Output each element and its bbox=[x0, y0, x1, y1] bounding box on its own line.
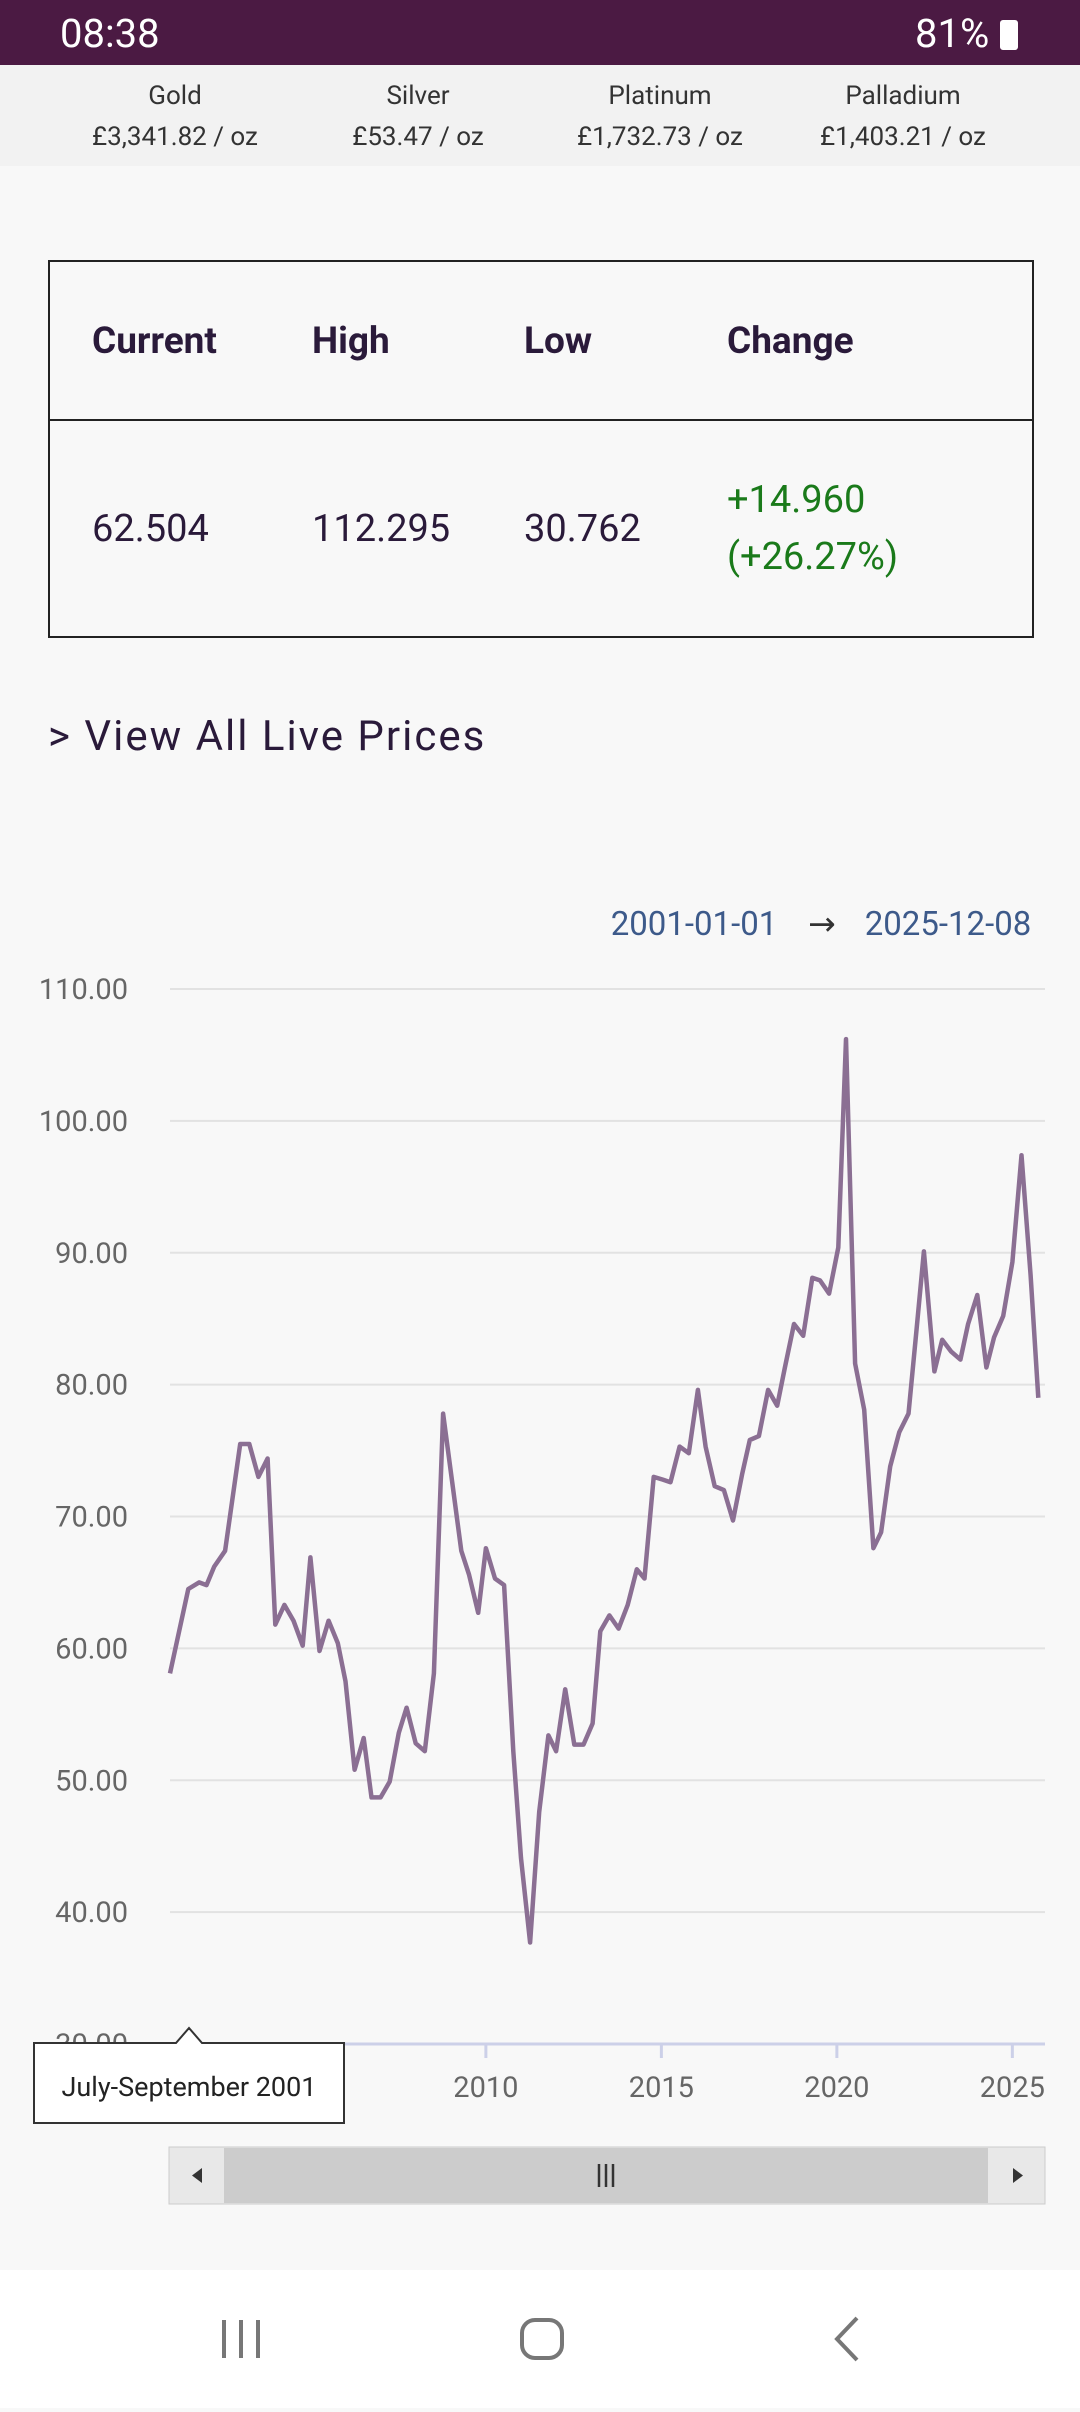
y-tick-label: 70.00 bbox=[55, 1501, 128, 1535]
home[interactable] bbox=[520, 2318, 564, 2360]
view-all-link[interactable]: > View All Live Prices bbox=[48, 712, 487, 761]
y-tick-label: 60.00 bbox=[55, 1632, 128, 1666]
y-tick-label: 50.00 bbox=[55, 1764, 128, 1798]
table-header: Change bbox=[727, 320, 854, 363]
y-tick-label: 80.00 bbox=[55, 1369, 128, 1403]
nav-icons bbox=[222, 2316, 859, 2362]
y-tick-label: 40.00 bbox=[55, 1896, 128, 1930]
row-divider bbox=[50, 419, 1032, 421]
scroll-right[interactable] bbox=[1013, 2168, 1023, 2183]
range-end[interactable]: 2025-12-08 bbox=[865, 905, 1032, 944]
table-header: Low bbox=[524, 320, 593, 363]
battery-icon bbox=[1000, 20, 1018, 50]
change-value: +14.960 bbox=[727, 478, 866, 522]
x-tick-label: 2015 bbox=[629, 2071, 694, 2105]
range-arrow: → bbox=[808, 905, 836, 944]
nav-bar bbox=[0, 2270, 1080, 2408]
metal-price: £1,732.73 / oz bbox=[577, 122, 743, 152]
time: 08:38 bbox=[60, 10, 160, 57]
price-ticker: Gold £3,341.82 / oz Silver £53.47 / oz Plati… bbox=[0, 65, 1080, 166]
metal-name: Silver bbox=[386, 81, 450, 111]
table-header: High bbox=[312, 320, 390, 363]
y-tick-label: 90.00 bbox=[55, 1237, 128, 1271]
x-tick-label: 2020 bbox=[804, 2071, 869, 2105]
scrollbar[interactable] bbox=[168, 2146, 1046, 2205]
metal-name: Palladium bbox=[845, 81, 961, 111]
tooltip-text: July-September 2001 bbox=[62, 2071, 317, 2103]
x-tick-label: 2010 bbox=[453, 2071, 518, 2105]
metal-price: £1,403.21 / oz bbox=[820, 122, 986, 152]
scroll-left[interactable] bbox=[192, 2168, 202, 2183]
y-tick-label: 110.00 bbox=[39, 973, 128, 1007]
table-cell: 112.295 bbox=[312, 507, 451, 551]
plot-area: 30.0040.0050.0060.0070.0080.0090.00100.0… bbox=[39, 973, 1045, 2105]
metal-name: Gold bbox=[148, 81, 202, 111]
scroll-grip bbox=[597, 2164, 615, 2187]
y-tick-label: 100.00 bbox=[39, 1105, 128, 1139]
back[interactable] bbox=[834, 2316, 859, 2362]
tooltip-box bbox=[33, 2026, 345, 2124]
x-tick-label: 2025 bbox=[980, 2071, 1045, 2105]
status-bar: 08:38 81% bbox=[0, 0, 1080, 65]
table-header: Current bbox=[92, 320, 217, 363]
table-cell: 62.504 bbox=[92, 507, 209, 551]
range-start[interactable]: 2001-01-01 bbox=[611, 905, 778, 944]
battery-level: 81% bbox=[915, 10, 990, 57]
metal-price: £53.47 / oz bbox=[352, 122, 484, 152]
stats-table: Current High Low Change 62.504 112.295 3… bbox=[48, 260, 1034, 638]
recent-apps[interactable] bbox=[222, 2320, 260, 2358]
metal-name: Platinum bbox=[608, 81, 712, 111]
change-percent: (+26.27%) bbox=[727, 535, 899, 579]
metal-price: £3,341.82 / oz bbox=[92, 122, 258, 152]
price-line bbox=[167, 1036, 1041, 1945]
table-cell: 30.762 bbox=[524, 507, 641, 551]
tooltip: July-September 2001 bbox=[33, 2026, 345, 2124]
chart: 2001-01-01 → 2025-12-08 30.0040.0050.006… bbox=[33, 905, 1046, 2205]
